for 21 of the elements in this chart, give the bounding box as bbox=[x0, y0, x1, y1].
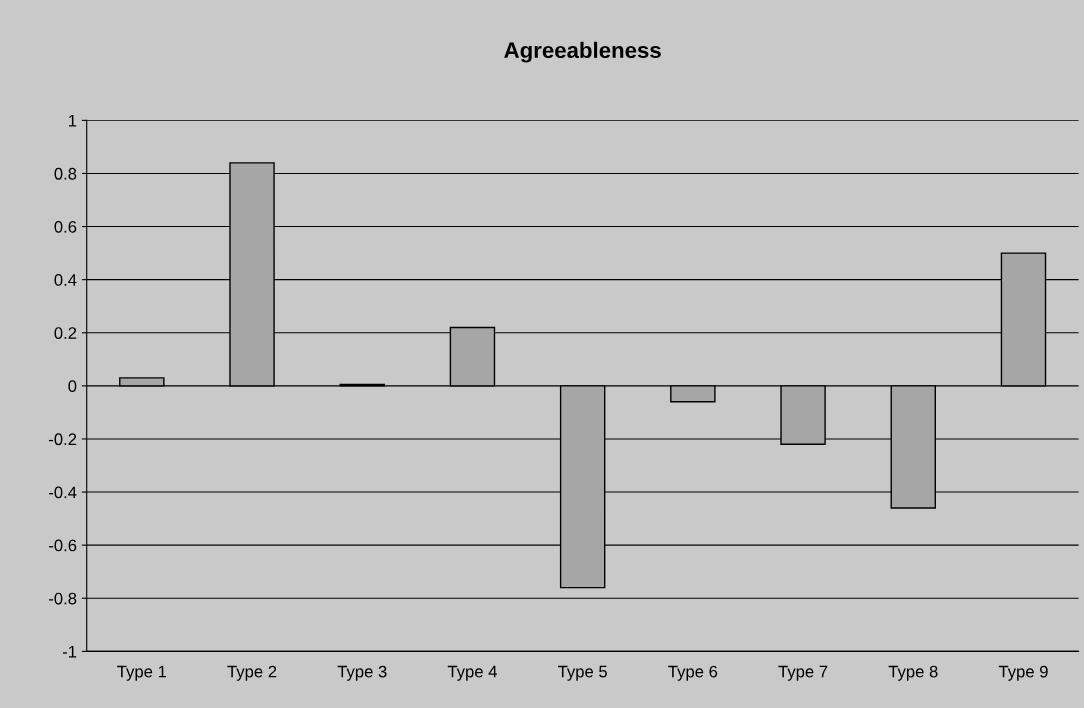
y-tick-label: -0.4 bbox=[49, 486, 77, 499]
x-tick-label: Type 1 bbox=[117, 665, 167, 681]
y-tick-label: -0.2 bbox=[49, 433, 77, 446]
x-tick-label: Type 9 bbox=[998, 665, 1048, 681]
x-tick-label: Type 7 bbox=[778, 665, 828, 681]
x-tick-label: Type 6 bbox=[668, 665, 718, 681]
x-tick-label: Type 3 bbox=[337, 665, 387, 681]
x-tick-label: Type 2 bbox=[227, 665, 277, 681]
y-tick-label: -0.6 bbox=[49, 539, 77, 552]
y-tick-label: 0.8 bbox=[54, 167, 77, 180]
y-tick-label: -1 bbox=[62, 645, 77, 658]
x-tick-label: Type 5 bbox=[558, 665, 607, 681]
y-tick-label: 0.4 bbox=[54, 274, 77, 286]
y-tick-label: 0 bbox=[68, 380, 77, 393]
y-tick-label: -0.8 bbox=[49, 592, 77, 605]
y-tick-label: 0.6 bbox=[54, 220, 77, 233]
y-tick-label: 1 bbox=[69, 114, 77, 127]
x-tick-label: Type 4 bbox=[447, 665, 497, 681]
chart-title: Agreeableness bbox=[504, 41, 661, 63]
y-tick-label: 0.2 bbox=[54, 327, 77, 339]
x-tick-label: Type 8 bbox=[888, 665, 938, 681]
